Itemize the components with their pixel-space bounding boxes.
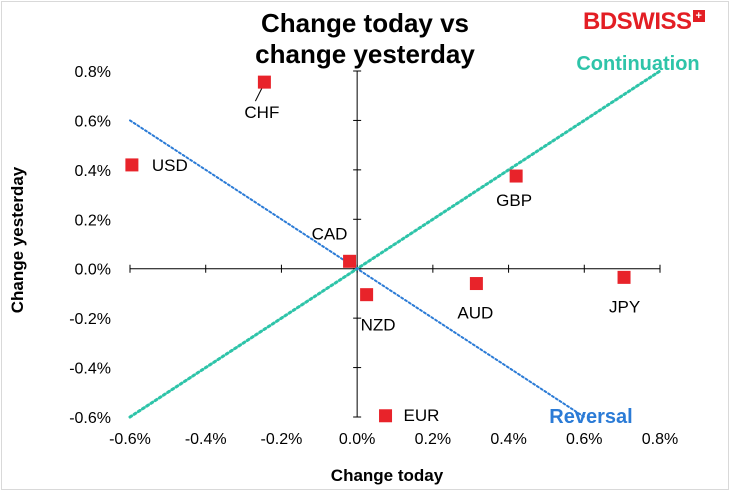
x-tick-label-6: 0.6%: [566, 431, 602, 448]
x-tick-label-4: 0.2%: [415, 431, 451, 448]
point-label-chf: CHF: [244, 103, 279, 122]
point-label-nzd: NZD: [361, 316, 396, 335]
x-axis-label: Change today: [330, 466, 444, 485]
x-tick-label-3: 0.0%: [339, 431, 375, 448]
x-tick-label-2: -0.2%: [261, 431, 303, 448]
point-usd: [125, 158, 139, 172]
chart-title: Change today vs change yesterday: [210, 8, 520, 70]
point-label-usd: USD: [152, 156, 188, 175]
y-tick-label-6: 0.6%: [75, 113, 111, 130]
chart-title-line-2: change yesterday: [255, 39, 475, 69]
x-tick-label-1: -0.4%: [185, 431, 227, 448]
x-tick-label-5: 0.4%: [490, 431, 526, 448]
y-tick-label-2: -0.2%: [69, 311, 111, 328]
point-label-aud: AUD: [457, 304, 493, 323]
continuation-line: [128, 69, 662, 419]
continuation-label: Continuation: [576, 53, 699, 75]
chf-leader-line: [254, 86, 263, 102]
x-tick-label-7: 0.8%: [642, 431, 678, 448]
point-cad: [343, 254, 357, 268]
y-tick-label-3: 0.0%: [75, 262, 111, 279]
y-tick-label-0: -0.6%: [69, 410, 111, 427]
point-label-jpy: JPY: [609, 297, 640, 316]
logo-swiss: SWISS: [616, 8, 692, 35]
logo-plus-icon: +: [692, 10, 705, 22]
point-eur: [379, 409, 393, 423]
x-tick-label-0: -0.6%: [109, 431, 151, 448]
bdswiss-logo: BDSWISS +: [583, 8, 705, 36]
point-label-gbp: GBP: [496, 191, 532, 210]
reversal-label: Reversal: [549, 406, 632, 428]
point-aud: [469, 277, 483, 291]
y-tick-label-5: 0.4%: [75, 163, 111, 180]
point-label-cad: CAD: [312, 224, 348, 243]
point-label-eur: EUR: [404, 406, 440, 425]
y-tick-label-4: 0.2%: [75, 212, 111, 229]
y-tick-label-7: 0.8%: [75, 64, 111, 81]
chart-title-line-1: Change today vs: [260, 8, 470, 38]
reversal-line: [129, 119, 586, 418]
point-gbp: [509, 169, 523, 183]
point-chf: [257, 75, 271, 89]
point-jpy: [617, 270, 631, 284]
y-tick-label-1: -0.4%: [69, 361, 111, 378]
point-nzd: [360, 288, 374, 302]
logo-bd: BD: [583, 8, 617, 35]
